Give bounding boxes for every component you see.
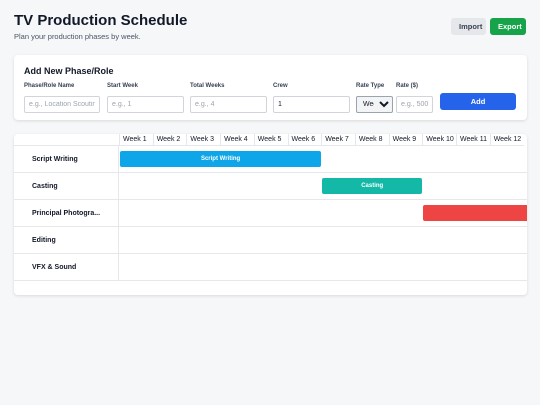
header-actions: Import Export (451, 18, 526, 35)
schedule-row: VFX & Sound (14, 254, 527, 281)
start-week-label: Start Week (107, 83, 138, 89)
week-header-corner (14, 134, 119, 146)
week-header-2: Week 2 (152, 134, 187, 146)
schedule-row: Casting Casting (14, 173, 527, 200)
phase-bar[interactable]: Script Writing (120, 151, 322, 167)
week-header-row: Week 1 Week 2 Week 3 Week 4 Week 5 Week 6 Week… (14, 134, 527, 146)
rate-type-label: Rate Type (356, 83, 385, 89)
page-title: TV Production Schedule (14, 12, 188, 29)
phase-name-field-group: Phase/Role Name (24, 83, 100, 113)
export-button[interactable]: Export (490, 18, 526, 35)
schedule-row: Script Writing Script Writing (14, 146, 527, 173)
phase-name-label: Phase/Role Name (24, 83, 75, 89)
week-header-5: Week 5 (253, 134, 288, 146)
schedule-rows: Script Writing Script Writing Casting Casti… (14, 146, 527, 281)
week-header-10: Week 10 (422, 134, 457, 146)
start-week-input[interactable] (107, 96, 184, 113)
schedule-row-label: Editing (14, 227, 119, 254)
week-header-6: Week 6 (287, 134, 322, 146)
schedule-row-label: Casting (14, 173, 119, 200)
week-header-8: Week 8 (354, 134, 389, 146)
crew-field-group: Crew (273, 83, 350, 113)
form-title: Add New Phase/Role (24, 66, 114, 76)
total-weeks-field-group: Total Weeks (190, 83, 267, 113)
total-weeks-input[interactable] (190, 96, 267, 113)
rate-type-field-group: Rate Type Weekly (356, 83, 393, 113)
schedule-row-label: Script Writing (14, 146, 119, 173)
week-header-1: Week 1 (119, 134, 153, 146)
phase-name-input[interactable] (24, 96, 100, 113)
rate-input[interactable] (396, 96, 433, 113)
week-header-9: Week 9 (388, 134, 423, 146)
week-header-12: Week 12 (489, 134, 524, 146)
week-header-4: Week 4 (220, 134, 255, 146)
schedule-row: Principal Photogra... (14, 200, 527, 227)
import-button[interactable]: Import (451, 18, 486, 35)
rate-label: Rate ($) (396, 83, 419, 89)
schedule-row: Editing (14, 227, 527, 254)
schedule-row-label: VFX & Sound (14, 254, 119, 281)
schedule-gantt: Week 1 Week 2 Week 3 Week 4 Week 5 Week 6 Week… (14, 134, 527, 295)
week-header-7: Week 7 (321, 134, 356, 146)
phase-bar[interactable] (423, 205, 527, 221)
phase-bar[interactable]: Casting (322, 178, 423, 194)
rate-field-group: Rate ($) (396, 83, 433, 113)
crew-label: Crew (273, 83, 288, 89)
total-weeks-label: Total Weeks (190, 83, 225, 89)
schedule-row-label: Principal Photogra... (14, 200, 119, 227)
rate-type-select[interactable]: Weekly (356, 96, 393, 113)
page-subtitle: Plan your production phases by week. (14, 32, 141, 41)
start-week-field-group: Start Week (107, 83, 184, 113)
add-button[interactable]: Add (440, 93, 516, 110)
page-header: TV Production Schedule Plan your product… (14, 12, 526, 44)
crew-input[interactable] (273, 96, 350, 113)
week-header-3: Week 3 (186, 134, 221, 146)
add-phase-form: Add New Phase/Role Phase/Role Name Start… (14, 55, 527, 120)
week-header-11: Week 11 (456, 134, 490, 146)
